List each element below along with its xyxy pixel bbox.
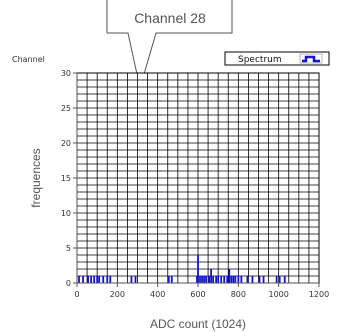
bar <box>246 276 249 283</box>
x-tick-label: 800 <box>231 290 246 299</box>
y-tick-label: 0 <box>66 279 71 288</box>
x-tick-label: 0 <box>74 290 79 299</box>
bar <box>217 276 220 283</box>
legend-label: Spectrum <box>238 55 282 65</box>
legend[interactable]: Spectrum <box>224 51 330 66</box>
bar <box>251 276 254 283</box>
bar <box>96 276 99 283</box>
y-tick-label: 30 <box>61 69 71 78</box>
bar <box>212 276 215 283</box>
bar <box>220 276 223 283</box>
bar <box>226 276 229 283</box>
bar <box>215 276 218 283</box>
bar <box>78 276 80 283</box>
y-tick-label: 10 <box>61 209 71 218</box>
bar <box>102 276 105 283</box>
y-tick-label: 15 <box>61 174 71 183</box>
bar <box>90 276 93 283</box>
bar <box>134 276 137 283</box>
bar <box>237 276 240 283</box>
bar <box>275 276 278 283</box>
x-axis-label: ADC count (1024) <box>150 317 246 331</box>
bar <box>210 269 213 283</box>
y-tick-label: 5 <box>66 244 71 253</box>
channel-label: Channel <box>12 55 45 64</box>
bar <box>262 276 265 283</box>
bar <box>258 276 261 283</box>
bar <box>199 276 201 283</box>
bar <box>109 276 112 283</box>
bar <box>196 276 198 283</box>
callout: Channel 28 <box>106 0 233 89</box>
x-tick-labels: 0 200 400 600 800 1000 1200 <box>74 290 329 299</box>
bar <box>197 255 199 283</box>
x-tick-label: 1000 <box>268 290 288 299</box>
y-tick-label: 20 <box>61 139 71 148</box>
bar <box>201 276 203 283</box>
bar <box>228 269 231 283</box>
x-tick-label: 200 <box>110 290 125 299</box>
x-tick-label: 1200 <box>309 290 329 299</box>
bar <box>93 276 96 283</box>
bar <box>170 276 173 283</box>
bar <box>130 276 133 283</box>
bar <box>203 276 205 283</box>
bar <box>167 276 170 283</box>
bar <box>87 276 89 283</box>
legend-swatch-icon <box>299 53 323 64</box>
x-tick-label: 400 <box>150 290 165 299</box>
x-tick-label: 600 <box>190 290 205 299</box>
bar <box>283 276 286 283</box>
bar <box>240 276 243 283</box>
bar <box>223 276 226 283</box>
bar <box>232 276 235 283</box>
bar <box>98 276 101 283</box>
callout-label: Channel 28 <box>134 10 206 26</box>
bar <box>205 276 207 283</box>
bar <box>234 276 237 283</box>
bar <box>278 276 281 283</box>
series-bars <box>78 255 286 283</box>
axes <box>73 72 320 287</box>
bar <box>82 276 84 283</box>
bar <box>208 276 210 283</box>
bar <box>230 276 233 283</box>
grid <box>77 73 319 283</box>
y-tick-labels: 0 5 10 15 20 25 30 <box>61 69 71 288</box>
bar <box>106 276 109 283</box>
y-axis-label: frequences <box>29 148 43 207</box>
y-tick-label: 25 <box>61 104 71 113</box>
